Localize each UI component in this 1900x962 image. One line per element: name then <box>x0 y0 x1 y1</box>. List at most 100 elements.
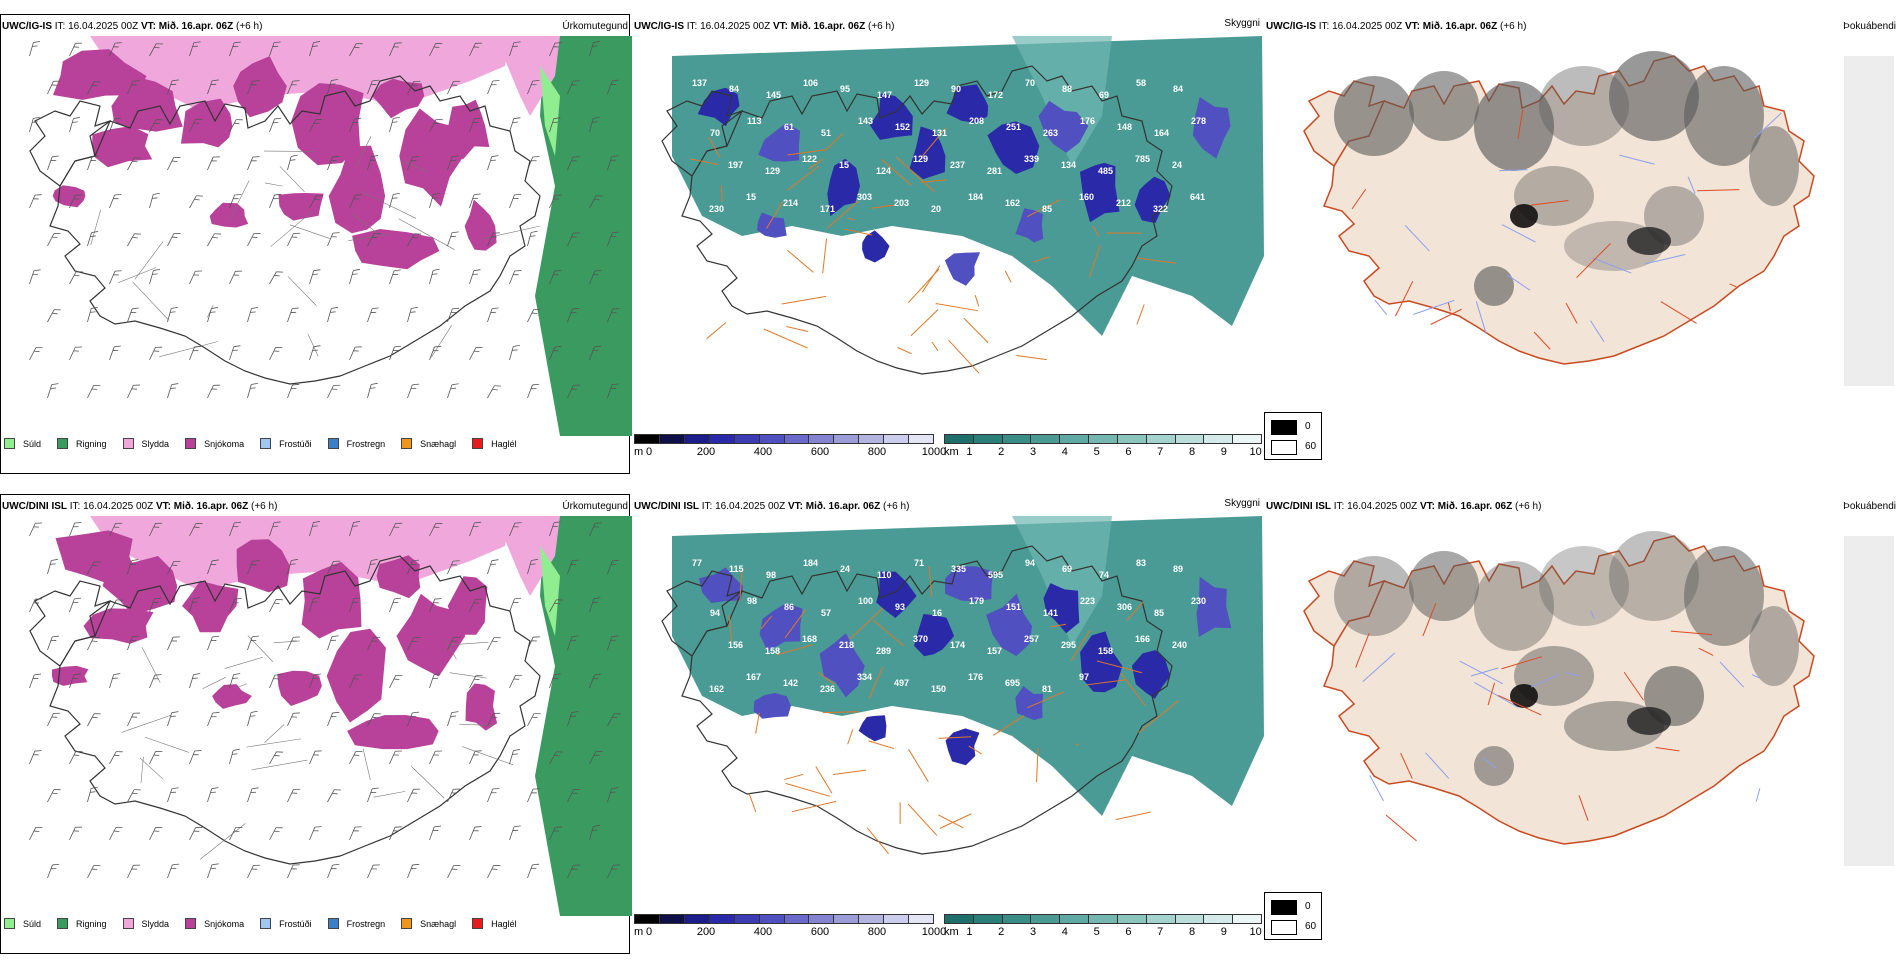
legend-swatch <box>260 438 271 449</box>
fog-legend-swatch-dark <box>1271 420 1297 435</box>
colorbar-swatch <box>635 915 660 923</box>
ceiling-value-label: 174 <box>950 640 965 650</box>
ceiling-value-label: 179 <box>969 596 984 606</box>
ceiling-value-label: 100 <box>858 596 873 606</box>
legend-item: Haglél <box>472 918 517 929</box>
ceiling-value-label: 69 <box>1062 564 1072 574</box>
ceiling-value-label: 145 <box>766 90 781 100</box>
colorbar-swatch <box>660 915 685 923</box>
colorbar-tick-label: 400 <box>754 446 772 458</box>
ceiling-value-label: 303 <box>857 192 872 202</box>
ceiling-value-label: 162 <box>709 684 724 694</box>
header-part: IT: <box>70 501 81 512</box>
panel-title: Þokuábendi <box>1843 501 1896 512</box>
panel-header: UWC/DINI ISL IT: 16.04.2025 00Z VT: Mið.… <box>634 501 909 512</box>
header-part: (+6 h) <box>1515 501 1541 512</box>
colorbar-swatch <box>909 915 933 923</box>
panel-title: Úrkomutegund <box>562 21 628 32</box>
colorbar-tick-label: 0 <box>646 926 652 938</box>
colorbar-swatch <box>1233 915 1261 923</box>
snow-area <box>302 562 362 639</box>
snow-area <box>181 99 232 148</box>
ceiling-value-label: 208 <box>969 116 984 126</box>
colorbar-swatch <box>1233 435 1261 443</box>
colorbar-tick-label: 600 <box>811 926 829 938</box>
colorbar-swatch <box>809 915 834 923</box>
colorbar-swatch <box>859 915 884 923</box>
fog-indicator-area <box>1749 606 1799 686</box>
ceiling-value-label: 148 <box>1117 122 1132 132</box>
snow-area <box>182 581 238 633</box>
legend-label: Súld <box>23 919 41 929</box>
colorbar-tick-label: 800 <box>868 926 886 938</box>
low-ceiling-area <box>945 252 980 285</box>
ceiling-value-label: 89 <box>1173 564 1183 574</box>
ceiling-value-label: 86 <box>784 602 794 612</box>
panel-title: Skyggni <box>1224 498 1260 509</box>
colorbar-swatch <box>1147 435 1176 443</box>
legend-label: Frostregn <box>347 439 386 449</box>
colorbar-tick-label: 1000 <box>922 926 946 938</box>
ceiling-value-label: 214 <box>783 198 798 208</box>
legend-item: Frostúði <box>260 438 312 449</box>
ceiling-value-label: 160 <box>1079 192 1094 202</box>
colorbar-tick-label: 1000 <box>922 446 946 458</box>
header-part: 16.04.2025 00Z <box>1347 501 1417 512</box>
ceiling-value-label: 141 <box>1043 608 1058 618</box>
ceiling-value-label: 171 <box>820 204 835 214</box>
header-part: UWC/IG-IS <box>2 21 52 32</box>
ceiling-value-label: 152 <box>895 122 910 132</box>
ceiling-value-label: 97 <box>1079 672 1089 682</box>
ceiling-value-label: 77 <box>692 558 702 568</box>
header-part: IT: <box>702 501 713 512</box>
header-part: Mið. 16.apr. 06Z <box>159 21 233 32</box>
legend-item: Rigning <box>57 918 107 929</box>
legend-label: Haglél <box>491 919 517 929</box>
legend-swatch <box>185 438 196 449</box>
colorbar-swatch <box>785 915 810 923</box>
forecast-row-ig-is: UWC/IG-IS IT: 16.04.2025 00Z VT: Mið. 16… <box>0 12 1900 482</box>
ceiling-value-label: 74 <box>1099 570 1109 580</box>
legend-item: Haglél <box>472 438 517 449</box>
colorbar-tick-label: 4 <box>1062 446 1068 458</box>
ceiling-value-label: 370 <box>913 634 928 644</box>
ceiling-value-label: 281 <box>987 166 1002 176</box>
legend-swatch <box>57 918 68 929</box>
ceiling-value-label: 93 <box>895 602 905 612</box>
ceiling-value-label: 51 <box>821 128 831 138</box>
ceiling-value-label: 339 <box>1024 154 1039 164</box>
ceiling-value-label: 176 <box>1080 116 1095 126</box>
colorbar-swatch <box>660 435 685 443</box>
legend-item: Frostregn <box>328 438 386 449</box>
colorbar-tick-label: 9 <box>1221 926 1227 938</box>
fog-indicator-area <box>1334 76 1414 156</box>
ceiling-value-label: 129 <box>765 166 780 176</box>
ceiling-value-label: 164 <box>1154 128 1169 138</box>
snow-area <box>210 203 249 228</box>
colorbar-swatch <box>1031 435 1060 443</box>
snow-area <box>466 684 498 731</box>
colorbar-swatch <box>1060 435 1089 443</box>
ceiling-value-label: 58 <box>1136 78 1146 88</box>
legend-item: Slydda <box>123 918 170 929</box>
ceiling-value-label: 162 <box>1005 198 1020 208</box>
colorbar-swatch <box>635 435 660 443</box>
legend-swatch <box>4 918 15 929</box>
ceiling-value-label: 113 <box>747 116 762 126</box>
ceiling-value-label: 110 <box>877 570 892 580</box>
ceiling-value-label: 129 <box>913 154 928 164</box>
ceiling-value-label: 85 <box>1042 204 1052 214</box>
panel-title: Þokuábendi <box>1843 21 1896 32</box>
ceiling-value-label: 236 <box>820 684 835 694</box>
colorbar-swatch <box>1118 915 1147 923</box>
header-part: Mið. 16.apr. 06Z <box>806 501 880 512</box>
ceiling-value-label: 157 <box>987 646 1002 656</box>
fog-legend-swatch-light <box>1271 440 1297 455</box>
header-part: Mið. 16.apr. 06Z <box>1423 21 1497 32</box>
ceiling-value-label: 785 <box>1135 154 1150 164</box>
colorbar-swatch <box>945 915 974 923</box>
colorbar-swatch <box>760 435 785 443</box>
snow-area <box>347 715 439 749</box>
